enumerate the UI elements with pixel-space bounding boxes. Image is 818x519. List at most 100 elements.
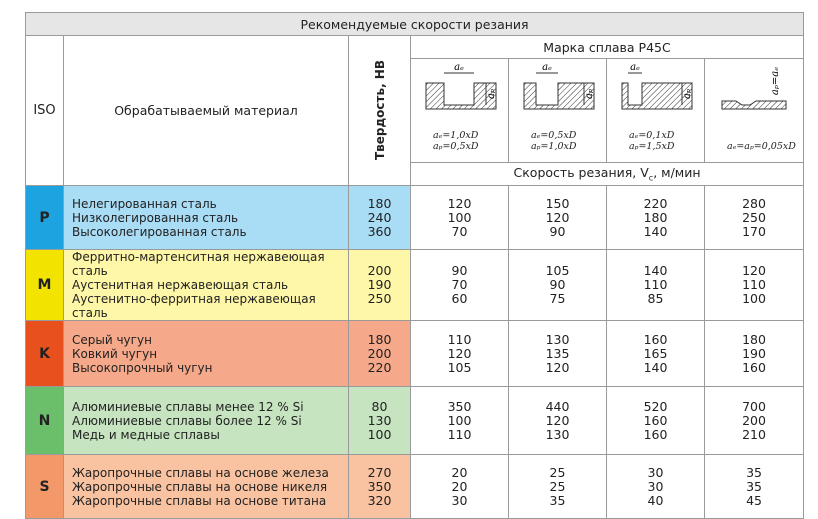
- mode-param: aₑ=0,1xD: [629, 130, 675, 141]
- speed-value: 165: [643, 345, 668, 361]
- speed-value: 220: [643, 195, 668, 211]
- diagram-label: aₚ: [486, 89, 497, 99]
- mode-params: aₑ=aₚ=0,05xD: [705, 130, 803, 152]
- hardness-value: 250: [367, 291, 392, 306]
- speed-value: 90: [549, 223, 566, 239]
- speed-cell: 160 165 140: [606, 320, 705, 387]
- mode-cell: aₑ aₚ aₑ=0,5xD aₚ=1,0xD: [508, 58, 607, 163]
- mode-cell: aₑ aₚ aₑ=0,1xD aₚ=1,5xD: [606, 58, 705, 163]
- speed-value: 60: [451, 291, 468, 306]
- speed-sub: c: [648, 173, 654, 183]
- speed-value: 160: [643, 412, 668, 428]
- speed-value: 190: [742, 345, 766, 361]
- mode-diagram: aₚ=aₑ: [721, 67, 787, 110]
- group-row: P Нелегированная сталь Низколегированная с…: [25, 185, 805, 250]
- hardness-value: 190: [367, 277, 392, 292]
- speed-value: 35: [549, 492, 566, 508]
- material-name: Аустенитно-ферритная нержавеющая сталь: [72, 292, 316, 320]
- speed-value: 70: [451, 277, 468, 292]
- speed-cell: 30 30 40: [606, 454, 705, 519]
- speed-cell: 20 20 30: [410, 454, 509, 519]
- hardness-value: 200: [367, 263, 392, 278]
- hardness-value: 80: [371, 398, 388, 414]
- speed-row: Скорость резания, Vc, м/мин: [26, 162, 805, 186]
- material-header: Обрабатываемый материал: [63, 35, 349, 186]
- speed-value: 120: [447, 195, 472, 211]
- speed-value: 140: [643, 359, 668, 375]
- speed-value: 120: [742, 263, 766, 278]
- speed-value: 90: [549, 277, 566, 292]
- speed-cell: 700 200 210: [703, 386, 805, 455]
- speed-cell: 110 120 105: [410, 320, 509, 387]
- speed-value: 20: [451, 464, 468, 480]
- hardness-cell: 180 200 220: [348, 320, 411, 387]
- speed-value: 100: [742, 291, 766, 306]
- mode-params: aₑ=0,1xD aₚ=1,5xD: [607, 130, 704, 152]
- workpiece: [523, 82, 594, 110]
- speed-cell: 140 110 85: [606, 249, 705, 321]
- speed-value: 120: [545, 359, 570, 375]
- speed-value: 150: [545, 195, 570, 211]
- mode-param: aₚ=1,0xD: [531, 141, 577, 152]
- mode-param: aₚ=1,5xD: [629, 141, 675, 152]
- grade-label: Марка сплава Р45С: [543, 39, 671, 55]
- speed-cell: 350 100 110: [410, 386, 509, 455]
- material-name: Алюминиевые сплавы менее 12 % Si: [72, 399, 304, 414]
- material-cell: Ферритно-мартенситная нержавеющая сталь А…: [63, 249, 349, 321]
- speed-value: 105: [545, 263, 570, 278]
- iso-code: K: [39, 345, 50, 362]
- speed-value: 350: [447, 398, 472, 414]
- speed-value: 25: [549, 464, 566, 480]
- material-name: Высоколегированная сталь: [72, 224, 247, 239]
- speed-value: 45: [746, 492, 762, 508]
- material-name: Ферритно-мартенситная нержавеющая сталь: [72, 250, 325, 278]
- title-cell: Рекомендуемые скорости резания: [24, 12, 805, 36]
- material-name: Нелегированная сталь: [72, 196, 217, 211]
- speed-cell: 120 100 70: [410, 185, 509, 250]
- hardness-value: 100: [367, 426, 392, 442]
- speed-value: 135: [545, 345, 570, 361]
- mode-cell: aₚ=aₑ aₑ=aₚ=0,05xD: [703, 58, 805, 163]
- hardness-value: 240: [367, 209, 392, 225]
- speed-value: 160: [643, 331, 668, 347]
- speed-cell: 130 135 120: [508, 320, 607, 387]
- speed-cell: 105 90 75: [508, 249, 607, 321]
- diagram-label: aₑ: [630, 62, 640, 73]
- speed-table: Рекомендуемые скорости резания ISO Обрабат…: [24, 12, 805, 519]
- diagram-label: aₑ: [542, 62, 552, 73]
- speed-cell: 120 110 100: [703, 249, 805, 321]
- speed-value: 70: [451, 223, 468, 239]
- speed-cell: 35 35 45: [703, 454, 805, 519]
- speed-value: 440: [545, 398, 570, 414]
- workpiece: [621, 82, 692, 110]
- speed-value: 20: [451, 478, 468, 494]
- material-cell: Жаропрочные сплавы на основе железа Жароп…: [63, 454, 349, 519]
- speed-value: 520: [643, 398, 668, 414]
- speed-value: 130: [545, 331, 570, 347]
- hardness-value: 270: [367, 464, 392, 480]
- iso-cell: S: [25, 454, 64, 519]
- speed-cell: 25 25 35: [508, 454, 607, 519]
- speed-value: 30: [647, 478, 664, 494]
- hardness-header: Твердость, НВ: [348, 35, 411, 186]
- speed-value: 180: [742, 331, 766, 347]
- table-title: Рекомендуемые скорости резания: [300, 16, 529, 32]
- hardness-value: 320: [367, 492, 392, 508]
- speed-value: 250: [742, 209, 766, 225]
- speed-value: 30: [647, 464, 664, 480]
- speed-value: 100: [447, 412, 472, 428]
- speed-value: 700: [742, 398, 766, 414]
- speed-value: 110: [447, 426, 472, 442]
- workpiece: [721, 100, 787, 110]
- speed-cell: 90 70 60: [410, 249, 509, 321]
- speed-cell: 280 250 170: [703, 185, 805, 250]
- diagram-label: aₚ: [682, 89, 693, 99]
- hardness-label: Твердость, НВ: [372, 60, 387, 161]
- hardness-value: 180: [367, 331, 392, 347]
- speed-value: 100: [447, 209, 472, 225]
- material-name: Ковкий чугун: [72, 346, 158, 361]
- hardness-cell: 270 350 320: [348, 454, 411, 519]
- mode-param: aₑ=1,0xD: [433, 130, 479, 141]
- mode-param: aₑ=0,5xD: [531, 130, 577, 141]
